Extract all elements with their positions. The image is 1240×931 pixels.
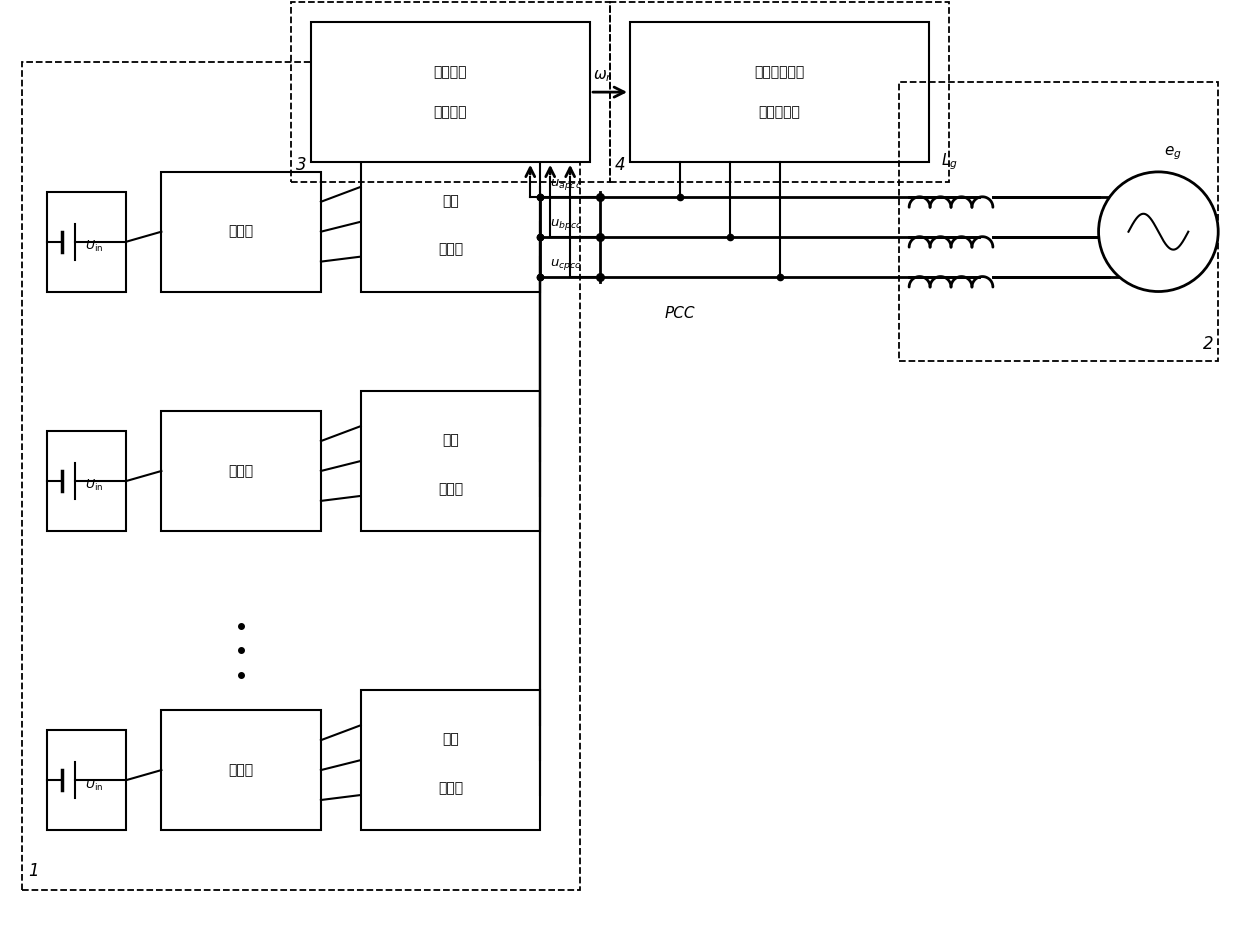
Text: PCC: PCC — [665, 306, 696, 321]
Text: $L_g$: $L_g$ — [941, 151, 957, 172]
Text: 逆变器: 逆变器 — [228, 763, 254, 777]
Bar — [899, 82, 1218, 361]
Text: 4: 4 — [615, 155, 626, 174]
Text: $U_{\rm in}$: $U_{\rm in}$ — [86, 239, 104, 254]
Bar — [361, 391, 541, 531]
Text: 滤波器: 滤波器 — [438, 482, 463, 496]
Text: 逆变器: 逆变器 — [228, 464, 254, 478]
Text: $u_{cpcc}$: $u_{cpcc}$ — [551, 257, 582, 272]
Text: 集中式无源谐: 集中式无源谐 — [754, 65, 805, 79]
Circle shape — [1099, 172, 1218, 291]
Text: $e_g$: $e_g$ — [1164, 144, 1182, 162]
Text: 振抑制装置: 振抑制装置 — [759, 105, 801, 119]
Bar — [161, 710, 321, 830]
Text: 逆变器: 逆变器 — [228, 224, 254, 238]
Bar — [47, 730, 126, 830]
Text: $u_{apcc}$: $u_{apcc}$ — [551, 177, 583, 192]
Bar — [361, 152, 541, 291]
Text: 滤波器: 滤波器 — [438, 781, 463, 795]
Bar — [161, 172, 321, 291]
Text: 2: 2 — [1203, 335, 1213, 354]
Bar — [47, 192, 126, 291]
Bar — [47, 431, 126, 531]
Text: $U_{\rm in}$: $U_{\rm in}$ — [86, 777, 104, 792]
Text: $u_{bpcc}$: $u_{bpcc}$ — [551, 217, 583, 232]
Bar — [361, 690, 541, 830]
Bar — [22, 62, 580, 890]
Text: 1: 1 — [27, 862, 38, 880]
Text: 谐振信息: 谐振信息 — [434, 65, 467, 79]
Bar — [610, 3, 949, 182]
Bar — [291, 3, 610, 182]
Bar — [630, 22, 929, 162]
Text: 输出: 输出 — [443, 433, 459, 447]
Bar — [161, 412, 321, 531]
Text: 输出: 输出 — [443, 194, 459, 208]
Text: $\omega_r$: $\omega_r$ — [593, 69, 613, 84]
Text: 提取单元: 提取单元 — [434, 105, 467, 119]
Bar — [311, 22, 590, 162]
Text: 3: 3 — [296, 155, 306, 174]
Text: 滤波器: 滤波器 — [438, 243, 463, 257]
Text: $U_{\rm in}$: $U_{\rm in}$ — [86, 479, 104, 493]
Text: 输出: 输出 — [443, 732, 459, 746]
